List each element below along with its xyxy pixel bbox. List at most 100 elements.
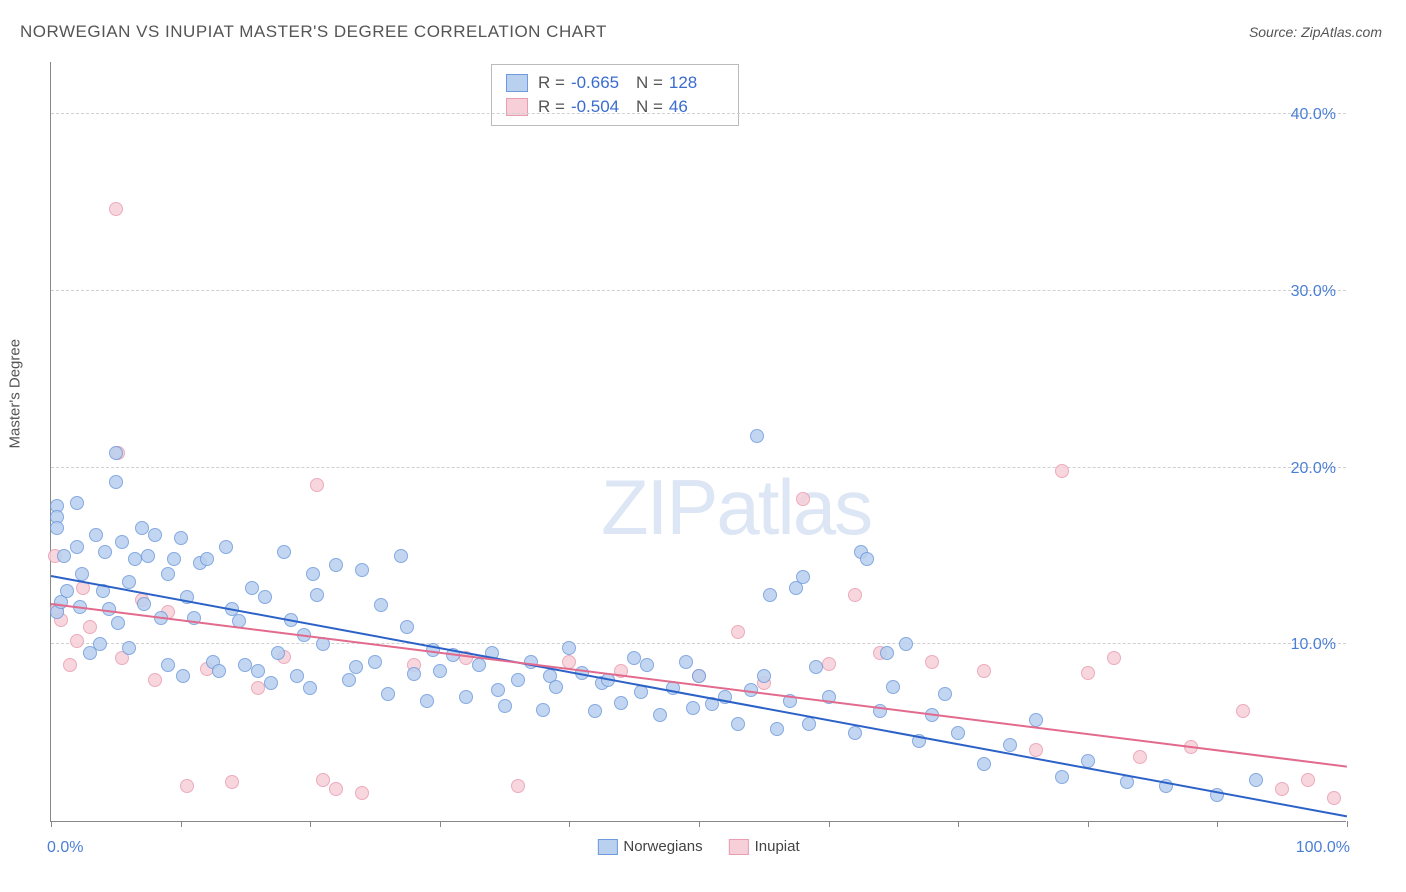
- correlation-stats-box: R = -0.665 N = 128 R = -0.504 N = 46: [491, 64, 739, 126]
- data-point: [212, 664, 226, 678]
- data-point: [899, 637, 913, 651]
- data-point: [796, 570, 810, 584]
- data-point: [50, 521, 64, 535]
- x-tick: [181, 821, 182, 827]
- data-point: [271, 646, 285, 660]
- data-point: [93, 637, 107, 651]
- plot-area: ZIPatlas R = -0.665 N = 128 R = -0.504 N…: [50, 62, 1346, 822]
- stats-row-inupiat: R = -0.504 N = 46: [506, 95, 724, 119]
- data-point: [686, 701, 700, 715]
- data-point: [98, 545, 112, 559]
- swatch-norwegians: [506, 74, 528, 92]
- data-point: [848, 588, 862, 602]
- data-point: [925, 655, 939, 669]
- data-point: [407, 667, 421, 681]
- data-point: [200, 552, 214, 566]
- y-tick-label: 40.0%: [1291, 106, 1336, 124]
- data-point: [180, 779, 194, 793]
- data-point: [627, 651, 641, 665]
- data-point: [809, 660, 823, 674]
- data-point: [1029, 743, 1043, 757]
- data-point: [860, 552, 874, 566]
- trend-line: [51, 575, 1347, 817]
- data-point: [1236, 704, 1250, 718]
- data-point: [329, 558, 343, 572]
- data-point: [342, 673, 356, 687]
- data-point: [549, 680, 563, 694]
- data-point: [750, 429, 764, 443]
- watermark: ZIPatlas: [601, 462, 871, 553]
- data-point: [1055, 464, 1069, 478]
- data-point: [264, 676, 278, 690]
- x-tick: [310, 821, 311, 827]
- data-point: [225, 775, 239, 789]
- data-point: [238, 658, 252, 672]
- data-point: [329, 782, 343, 796]
- x-max-label: 100.0%: [1296, 839, 1350, 857]
- data-point: [692, 669, 706, 683]
- data-point: [679, 655, 693, 669]
- data-point: [251, 664, 265, 678]
- data-point: [491, 683, 505, 697]
- x-min-label: 0.0%: [47, 839, 83, 857]
- data-point: [306, 567, 320, 581]
- gridline: [51, 113, 1346, 114]
- data-point: [977, 664, 991, 678]
- data-point: [757, 669, 771, 683]
- data-point: [880, 646, 894, 660]
- x-tick: [51, 821, 52, 827]
- gridline: [51, 467, 1346, 468]
- data-point: [498, 699, 512, 713]
- data-point: [951, 726, 965, 740]
- data-point: [141, 549, 155, 563]
- data-point: [122, 575, 136, 589]
- data-point: [433, 664, 447, 678]
- data-point: [1301, 773, 1315, 787]
- data-point: [148, 673, 162, 687]
- data-point: [109, 202, 123, 216]
- data-point: [310, 588, 324, 602]
- y-tick-label: 20.0%: [1291, 460, 1336, 478]
- data-point: [122, 641, 136, 655]
- data-point: [1003, 738, 1017, 752]
- data-point: [374, 598, 388, 612]
- y-axis-title: Master's Degree: [7, 339, 24, 449]
- x-tick: [829, 821, 830, 827]
- x-tick: [958, 821, 959, 827]
- data-point: [802, 717, 816, 731]
- data-point: [420, 694, 434, 708]
- data-point: [614, 696, 628, 710]
- data-point: [63, 658, 77, 672]
- data-point: [886, 680, 900, 694]
- data-point: [1133, 750, 1147, 764]
- data-point: [588, 704, 602, 718]
- data-point: [355, 786, 369, 800]
- data-point: [60, 584, 74, 598]
- data-point: [1327, 791, 1341, 805]
- y-tick-label: 30.0%: [1291, 283, 1336, 301]
- x-tick: [1347, 821, 1348, 827]
- data-point: [368, 655, 382, 669]
- data-point: [109, 446, 123, 460]
- trend-line: [51, 603, 1347, 768]
- data-point: [109, 475, 123, 489]
- data-point: [290, 669, 304, 683]
- data-point: [310, 478, 324, 492]
- data-point: [111, 616, 125, 630]
- data-point: [277, 545, 291, 559]
- data-point: [349, 660, 363, 674]
- x-tick: [1088, 821, 1089, 827]
- data-point: [822, 657, 836, 671]
- data-point: [400, 620, 414, 634]
- bottom-legend: Norwegians Inupiat: [597, 838, 799, 855]
- data-point: [394, 549, 408, 563]
- data-point: [511, 673, 525, 687]
- y-tick-label: 10.0%: [1291, 636, 1336, 654]
- data-point: [258, 590, 272, 604]
- source-attribution: Source: ZipAtlas.com: [1249, 24, 1382, 40]
- data-point: [355, 563, 369, 577]
- data-point: [70, 496, 84, 510]
- data-point: [977, 757, 991, 771]
- data-point: [640, 658, 654, 672]
- legend-item-norwegians: Norwegians: [597, 838, 702, 855]
